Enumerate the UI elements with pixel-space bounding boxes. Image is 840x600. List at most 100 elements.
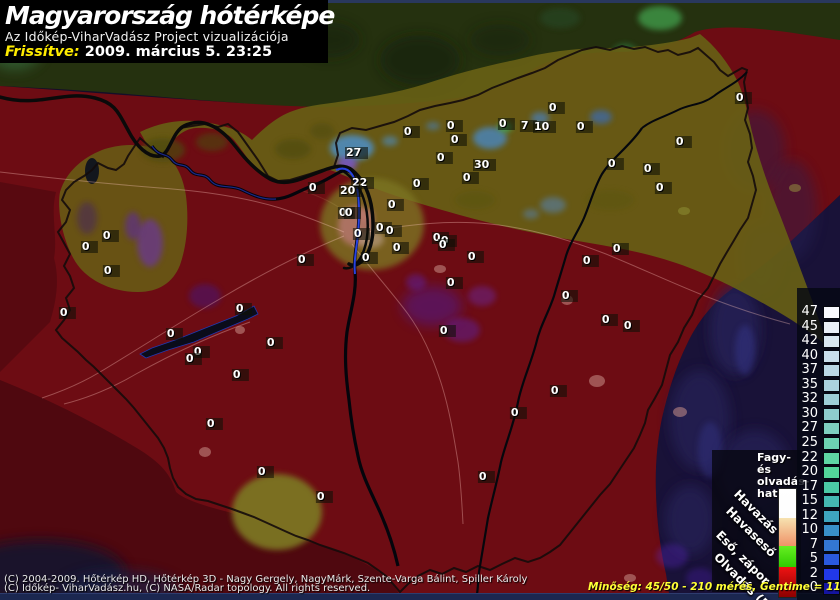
scale-tick-label: 35 — [801, 376, 818, 392]
station-value: 0 — [307, 182, 325, 194]
scale-tick-label: 42 — [801, 333, 818, 349]
scale-tick-label: 37 — [801, 362, 818, 378]
station-value: 0 — [466, 251, 484, 263]
station-value: 7 — [519, 120, 537, 132]
scale-color-cell — [823, 567, 840, 581]
station-value: 0 — [445, 277, 463, 289]
station-value: 0 — [435, 152, 453, 164]
scale-color-cell — [823, 364, 840, 378]
scale-tick-label: 0 — [809, 580, 818, 596]
station-value: 0 — [352, 228, 370, 240]
station-value: 0 — [600, 314, 618, 326]
station-value: 0 — [642, 163, 660, 175]
station-value: 0 — [437, 239, 455, 251]
legend-bar-segment — [779, 546, 796, 567]
scale-tick-label: 32 — [801, 391, 818, 407]
hungary-border — [54, 44, 758, 594]
station-value: 30 — [473, 159, 497, 171]
lake-balaton — [139, 305, 259, 359]
station-value: 0 — [674, 136, 692, 148]
station-value: 0 — [606, 158, 624, 170]
scale-tick-label: 45 — [801, 318, 818, 334]
legend-bar-segment — [779, 518, 796, 546]
scale-tick-label: 5 — [809, 551, 818, 567]
page-title: Magyarország hótérképe — [5, 1, 335, 30]
scale-color-cell — [823, 524, 840, 538]
station-value: 0 — [497, 118, 515, 130]
station-value: 0 — [205, 418, 223, 430]
scale-tick-label: 25 — [801, 434, 818, 450]
station-value: 0 — [231, 369, 249, 381]
station-value: 0 — [386, 199, 404, 211]
station-value: 0 — [315, 491, 333, 503]
scale-tick-label: 17 — [801, 478, 818, 494]
frost-boundary-label: Fagy- és olvadás-határ — [757, 451, 810, 500]
scale-tick-label: 22 — [801, 449, 818, 465]
scale-color-cell — [823, 378, 840, 392]
scale-color-cell — [823, 306, 840, 319]
station-value: 0 — [438, 325, 456, 337]
scale-color-cell — [823, 466, 840, 480]
station-value: 0 — [256, 466, 274, 478]
updated-value: 2009. március 5. 23:25 — [84, 44, 273, 60]
scale-color-cell — [823, 451, 840, 465]
station-value: 0 — [560, 290, 578, 302]
scale-color-cell — [823, 349, 840, 363]
station-value: 0 — [509, 407, 527, 419]
station-value: 0 — [391, 242, 409, 254]
scale-color-cell — [823, 407, 840, 421]
radar-noise — [77, 202, 714, 588]
station-value: 0 — [384, 225, 402, 237]
station-value: 0 — [547, 102, 565, 114]
station-value: 0 — [184, 353, 202, 365]
station-value: 0 — [343, 207, 361, 219]
scale-color-cell — [823, 320, 840, 334]
outside-west — [0, 182, 57, 372]
station-value: 0 — [234, 303, 252, 315]
scale-tick-label: 2 — [809, 565, 818, 581]
scale-tick-label: 12 — [801, 507, 818, 523]
scale-tick-label: 20 — [801, 464, 818, 480]
precip-blobs — [330, 110, 612, 219]
rivers — [150, 71, 748, 595]
station-value: 0 — [360, 252, 378, 264]
station-value: 27 — [345, 147, 369, 159]
quality-status: Minőség: 45/50 - 210 mérés, Gentime = 11… — [588, 581, 840, 593]
station-value: 0 — [445, 120, 463, 132]
station-value: 0 — [477, 471, 495, 483]
scale-tick-label: 15 — [801, 493, 818, 509]
station-value: 0 — [734, 92, 752, 104]
station-value: 0 — [165, 328, 183, 340]
scale-tick-label: 27 — [801, 420, 818, 436]
scale-tick-label: 7 — [809, 536, 818, 552]
credit-line-1: (C) 2004-2009. Hőtérkép HD, Hőtérkép 3D … — [4, 574, 528, 585]
legend-bar-segment — [779, 489, 796, 518]
station-value: 0 — [622, 320, 640, 332]
top-edge-strip — [0, 0, 840, 3]
river-tisza-upper — [641, 71, 748, 129]
scale-color-cell — [823, 422, 840, 436]
legend-bar-segment — [779, 567, 796, 597]
legend-bar — [778, 488, 797, 598]
station-value: 0 — [461, 172, 479, 184]
station-value: 0 — [102, 265, 120, 277]
station-value: 0 — [265, 337, 283, 349]
scale-color-cell — [823, 495, 840, 509]
station-value: 0 — [611, 243, 629, 255]
station-value: 0 — [296, 254, 314, 266]
station-value: 0 — [449, 134, 467, 146]
snow-depth-scale: 47 45 42 40 37 35 32 30 27 25 22 20 17 15 12 10 7 5 2 0 — [797, 288, 840, 600]
station-value: 0 — [411, 178, 429, 190]
updated-label: Frissítve: — [5, 44, 80, 60]
scale-tick-label: 47 — [801, 304, 818, 319]
station-value: 0 — [654, 182, 672, 194]
scale-color-cell — [823, 538, 840, 552]
updated-line: Frissítve: 2009. március 5. 23:25 — [5, 44, 328, 61]
scale-color-cell — [823, 335, 840, 349]
station-value: 0 — [581, 255, 599, 267]
page-subtitle: Az Időkép-ViharVadász Project vizualizác… — [5, 29, 289, 44]
scale-tick-label: 40 — [801, 347, 818, 363]
station-value: 20 — [339, 185, 363, 197]
